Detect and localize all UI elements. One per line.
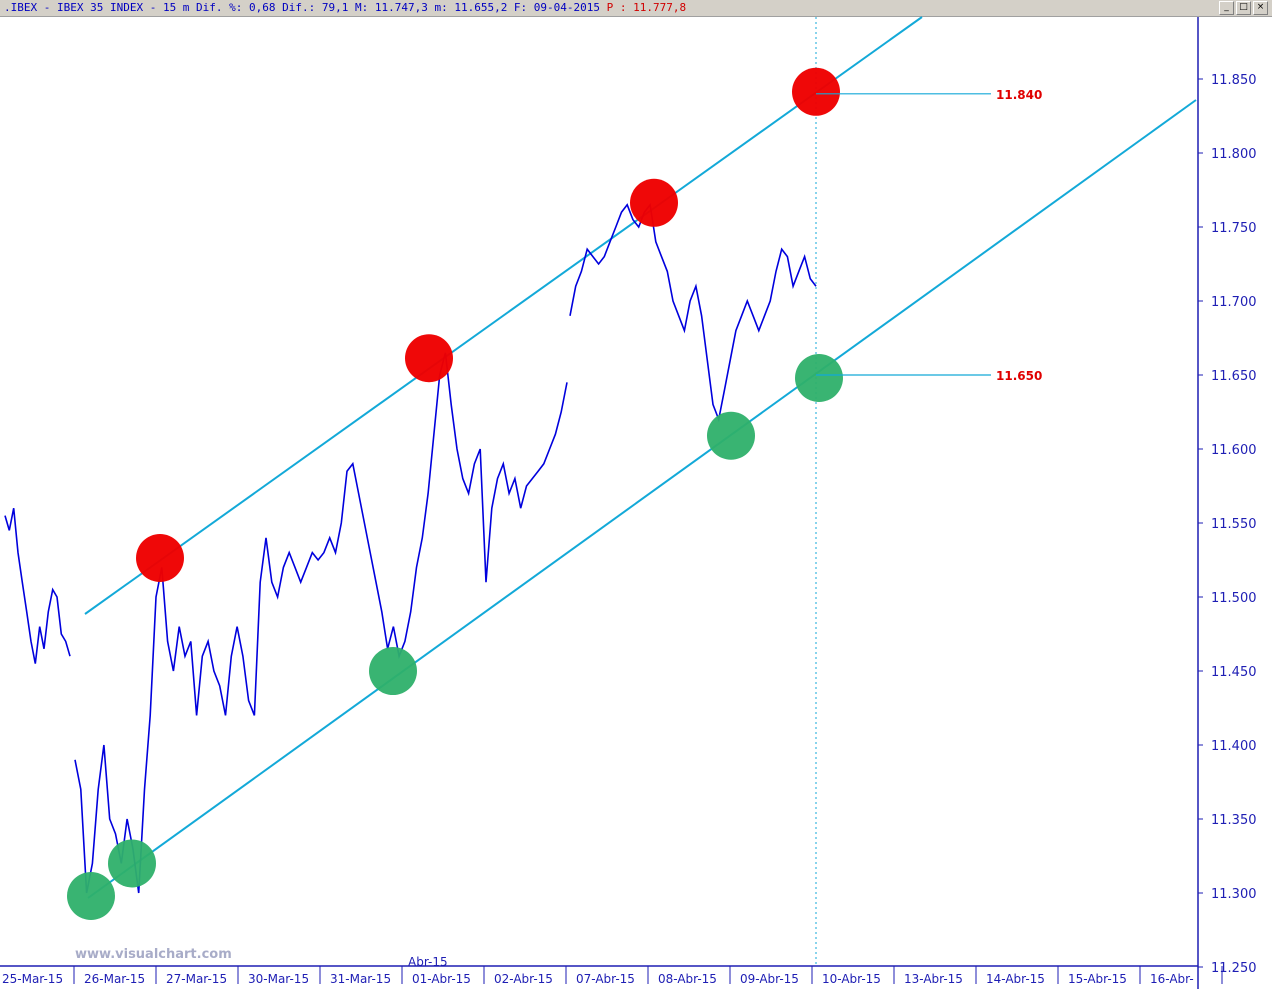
touch-markers — [67, 67, 843, 920]
symbol-info: .IBEX - IBEX 35 INDEX - 15 m Dif. %: 0,6… — [4, 1, 607, 14]
price-series — [4, 202, 817, 894]
chart-title-bar: .IBEX - IBEX 35 INDEX - 15 m Dif. %: 0,6… — [0, 0, 1272, 17]
resistance-touch-marker — [630, 178, 678, 227]
x-tick-label: 13-Abr-15 — [904, 972, 963, 986]
upper-channel-line — [84, 16, 923, 615]
y-tick-label: 11.800 — [1211, 147, 1257, 162]
x-tick-label: 31-Mar-15 — [330, 972, 391, 986]
support-touch-marker — [707, 411, 755, 460]
lower-channel-line — [87, 99, 1197, 899]
x-tick-label: 25-Mar-15 — [2, 972, 63, 986]
support-touch-marker — [369, 647, 417, 696]
x-tick-label: 15-Abr-15 — [1068, 972, 1127, 986]
price-line-segment-3 — [569, 202, 817, 423]
resistance-touch-marker — [405, 334, 453, 383]
watermark: www.visualchart.com — [75, 947, 232, 962]
y-tick-label: 11.700 — [1211, 295, 1257, 310]
y-tick-label: 11.550 — [1211, 517, 1257, 532]
level-label: 11.650 — [996, 369, 1042, 383]
x-tick-label: 08-Abr-15 — [658, 972, 717, 986]
level-label: 11.840 — [996, 88, 1042, 102]
y-tick-label: 11.750 — [1211, 221, 1257, 236]
x-tick-label: 10-Abr-15 — [822, 972, 881, 986]
x-tick-label: 27-Mar-15 — [166, 972, 227, 986]
minimize-icon[interactable]: _ — [1219, 1, 1234, 15]
y-tick-label: 11.350 — [1211, 813, 1257, 828]
y-tick-label: 11.600 — [1211, 443, 1257, 458]
x-tick-label: 07-Abr-15 — [576, 972, 635, 986]
window-controls: _ □ × — [1219, 1, 1268, 15]
last-price: P : 11.777,8 — [606, 1, 687, 14]
x-tick-label: 01-Abr-15 — [412, 972, 471, 986]
x-tick-label: 30-Mar-15 — [248, 972, 309, 986]
y-tick-label: 11.250 — [1211, 961, 1257, 976]
support-touch-marker — [67, 872, 115, 920]
y-tick-label: 11.450 — [1211, 665, 1257, 680]
x-tick-label: 16-Abr- — [1150, 972, 1194, 986]
support-touch-marker — [795, 354, 843, 402]
y-tick-label: 11.500 — [1211, 591, 1257, 606]
resistance-touch-marker — [136, 534, 184, 582]
x-tick-label: 02-Abr-15 — [494, 972, 553, 986]
axes — [0, 17, 1199, 989]
close-icon[interactable]: × — [1253, 1, 1268, 15]
y-tick-label: 11.300 — [1211, 887, 1257, 902]
y-axis-ticks: 11.250 11.300 11.350 11.400 11.450 11.500 11.5… — [1198, 73, 1257, 976]
x-tick-label: 09-Abr-15 — [740, 972, 799, 986]
x-tick-label: 14-Abr-15 — [986, 972, 1045, 986]
price-line-segment-1 — [4, 508, 71, 664]
trend-channel — [84, 16, 1197, 899]
x-axis-ticks: 25-Mar-15 26-Mar-15 27-Mar-15 30-Mar-15 31-M… — [2, 966, 1223, 986]
y-tick-label: 11.400 — [1211, 739, 1257, 754]
level-annotations: 11.840 11.650 — [816, 88, 1042, 383]
y-tick-label: 11.850 — [1211, 73, 1257, 88]
price-line-segment-2 — [74, 352, 568, 894]
support-touch-marker — [108, 839, 156, 888]
month-label: Abr-15 — [408, 955, 448, 969]
resistance-touch-marker — [792, 67, 840, 116]
maximize-icon[interactable]: □ — [1236, 1, 1251, 15]
y-tick-label: 11.650 — [1211, 369, 1257, 384]
x-tick-label: 26-Mar-15 — [84, 972, 145, 986]
